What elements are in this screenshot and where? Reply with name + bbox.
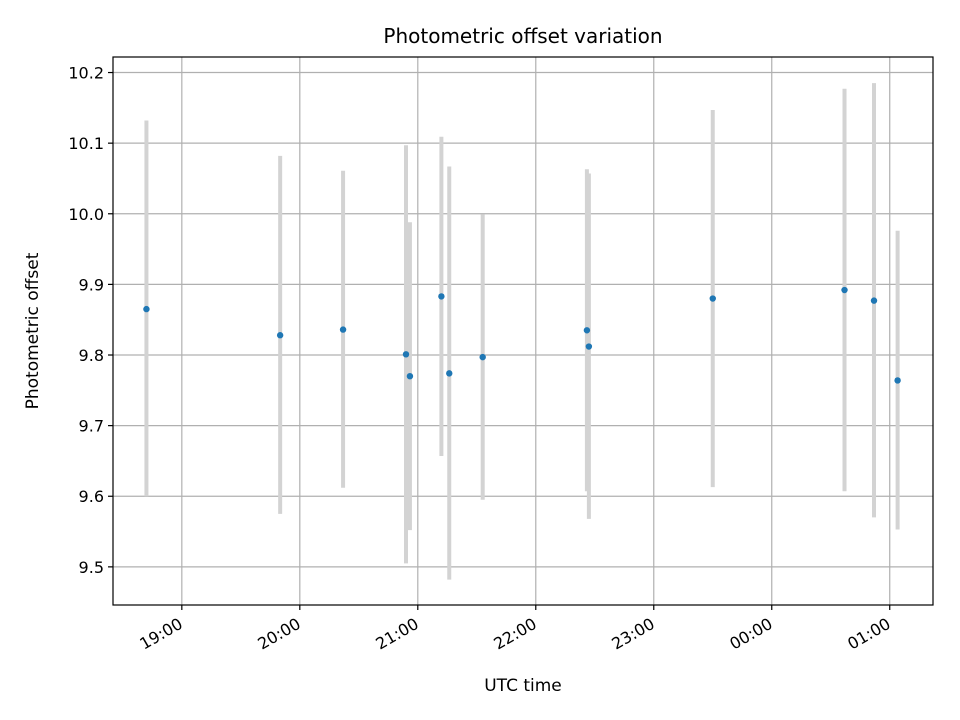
- data-point: [339, 326, 347, 333]
- data-point: [709, 295, 716, 302]
- y-tick-label: 10.0: [68, 205, 104, 224]
- y-tick-label: 9.5: [79, 558, 104, 577]
- y-tick-label: 10.1: [68, 134, 104, 153]
- data-point: [446, 370, 453, 377]
- data-point: [143, 305, 150, 313]
- data-point: [841, 286, 848, 294]
- y-axis-label: Photometric offset: [23, 252, 43, 409]
- y-tick-label: 9.7: [79, 417, 104, 436]
- data-point: [894, 377, 901, 384]
- data-point: [870, 297, 878, 304]
- chart-title: Photometric offset variation: [383, 24, 662, 48]
- data-point: [406, 372, 414, 380]
- data-point: [276, 332, 284, 339]
- y-axis-ticks: 9.5 9.6 9.7 9.8 9.9 10.0 10.1 10.2: [68, 64, 113, 577]
- plot-frame: [112, 56, 934, 606]
- data-points: [143, 286, 901, 384]
- data-point: [402, 351, 410, 358]
- x-axis-label: UTC time: [484, 676, 562, 696]
- data-point: [585, 343, 593, 350]
- data-point: [479, 353, 486, 361]
- data-point: [583, 327, 591, 334]
- grid: [113, 57, 933, 605]
- y-tick-label: 10.2: [68, 64, 104, 83]
- y-tick-label: 9.8: [79, 346, 104, 365]
- y-tick-label: 9.6: [79, 487, 104, 506]
- data-point: [438, 293, 445, 300]
- y-tick-label: 9.9: [79, 275, 104, 294]
